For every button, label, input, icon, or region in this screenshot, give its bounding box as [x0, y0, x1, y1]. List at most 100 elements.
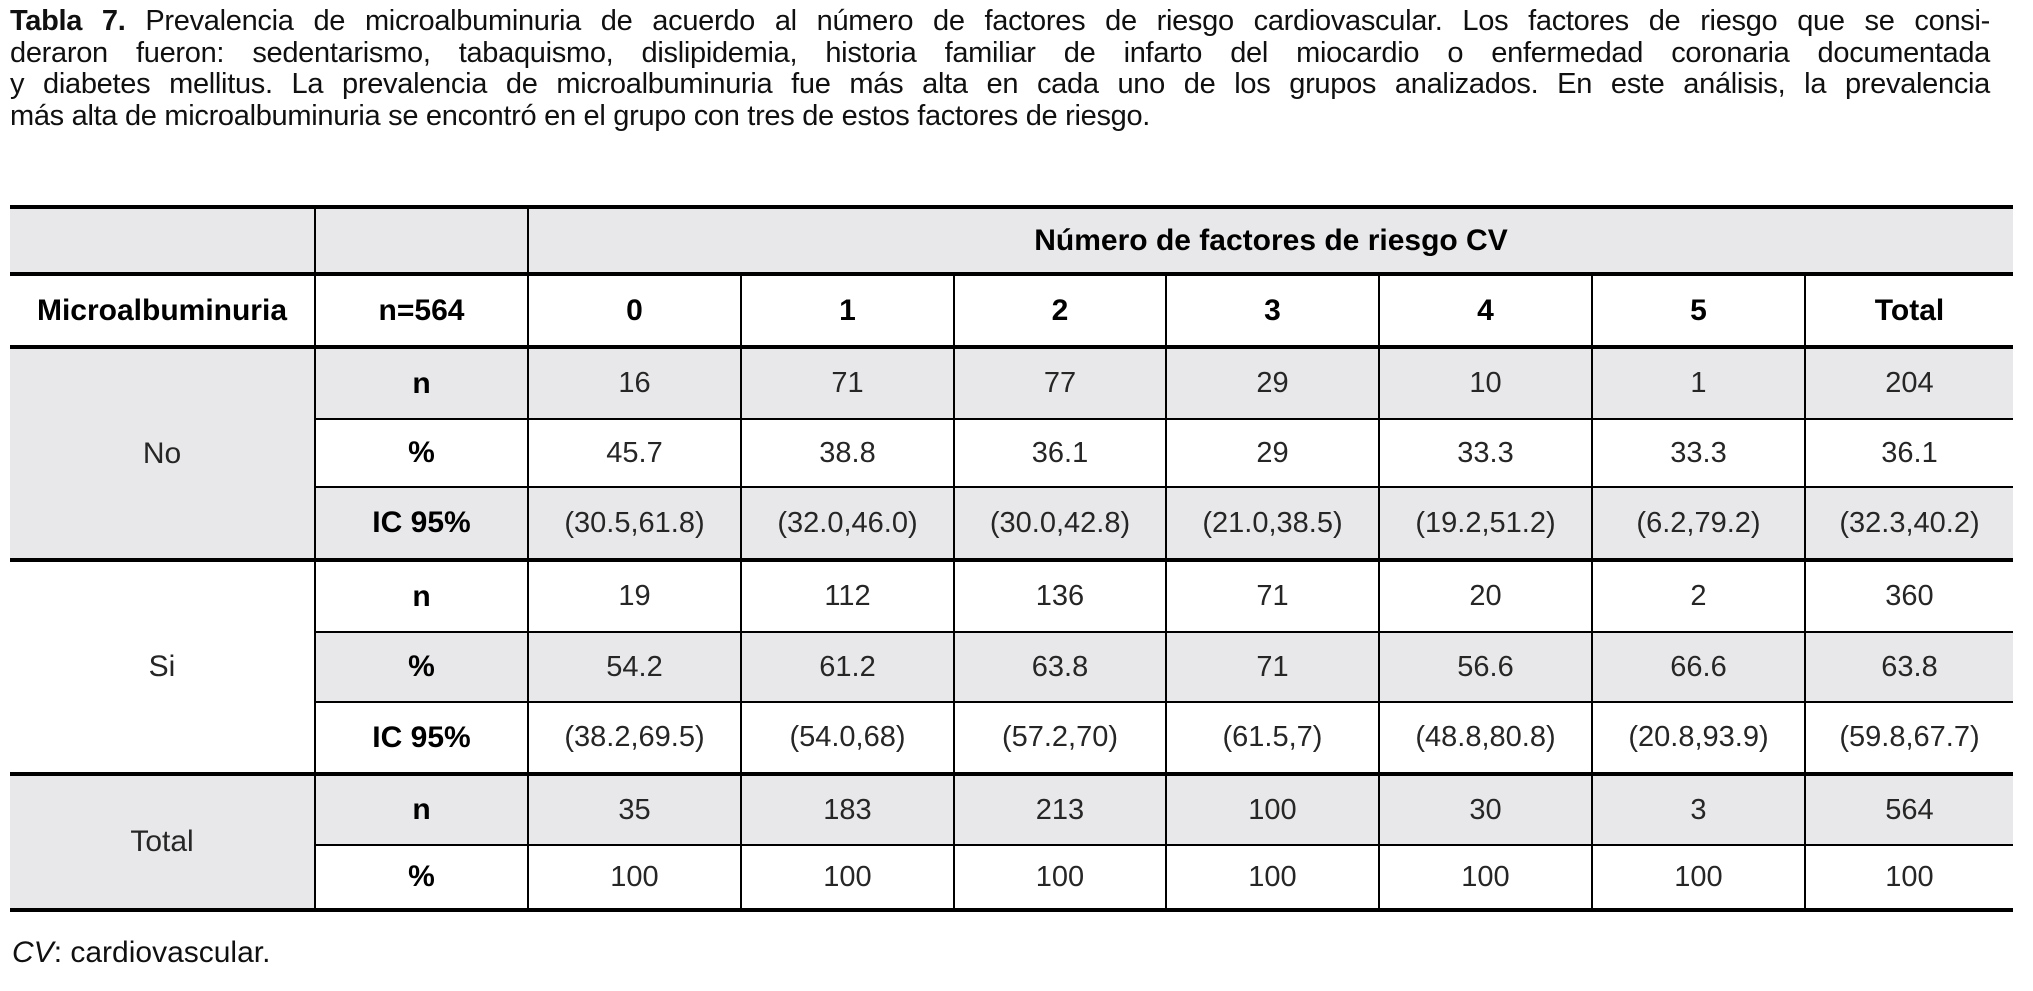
data-cell: 33.3 [1378, 419, 1592, 488]
data-cell: (38.2,69.5) [527, 702, 741, 776]
stat-label: n [314, 560, 528, 633]
row-group-label-no: No [10, 347, 315, 562]
data-cell: 29 [1165, 419, 1379, 488]
data-cell: 100 [1804, 845, 2013, 910]
data-cell: (61.5,7) [1165, 702, 1379, 776]
table-row-si-pct: % 54.2 61.2 63.8 71 56.6 66.6 63.8 [10, 632, 2013, 703]
col-header-2: 2 [953, 274, 1166, 349]
footnote-text: : cardiovascular. [53, 936, 271, 969]
table-row-si-n: Si n 19 112 136 71 20 2 360 [10, 560, 2013, 776]
data-cell: 100 [740, 845, 954, 910]
table-row-no-n: No n 16 71 77 29 10 1 204 [10, 347, 2013, 562]
span-header-cell: Número de factores de riesgo CV [527, 207, 2013, 276]
data-cell: 33.3 [1591, 419, 1805, 488]
table-row-no-pct: % 45.7 38.8 36.1 29 33.3 33.3 36.1 [10, 419, 2013, 488]
caption-line-1: Tabla 7. Prevalencia de microalbuminuria… [10, 5, 1990, 38]
table-footnote: CV: cardiovascular. [12, 936, 270, 970]
data-cell: 30 [1378, 774, 1592, 846]
data-cell: 45.7 [527, 419, 741, 488]
data-cell: 3 [1591, 774, 1805, 846]
row-group-label-total: Total [10, 774, 315, 911]
caption-line-2: deraron fueron: sedentarismo, tabaquismo… [10, 36, 1990, 69]
data-cell: 100 [953, 845, 1166, 910]
empty-cell [10, 207, 315, 276]
data-cell: 63.8 [953, 632, 1166, 703]
column-header-row: Microalbuminuria n=564 0 1 2 3 4 5 Total [10, 274, 2013, 349]
data-cell: 19 [527, 560, 741, 633]
data-cell: 71 [1165, 632, 1379, 703]
data-cell: (48.8,80.8) [1378, 702, 1592, 776]
col-header-5: 5 [1591, 274, 1805, 349]
data-cell: (21.0,38.5) [1165, 487, 1379, 562]
span-header-row: Número de factores de riesgo CV [10, 207, 2013, 276]
stat-label: % [314, 419, 528, 488]
data-cell: 63.8 [1804, 632, 2013, 703]
prevalence-table: Número de factores de riesgo CV Microalb… [10, 205, 2013, 912]
col-header-3: 3 [1165, 274, 1379, 349]
data-cell: (54.0,68) [740, 702, 954, 776]
data-cell: 36.1 [953, 419, 1166, 488]
data-cell: 183 [740, 774, 954, 846]
data-cell: 66.6 [1591, 632, 1805, 703]
stat-label: % [314, 632, 528, 703]
data-cell: (6.2,79.2) [1591, 487, 1805, 562]
data-cell: 1 [1591, 347, 1805, 420]
data-cell: 100 [1378, 845, 1592, 910]
data-cell: 100 [1165, 845, 1379, 910]
stat-label: IC 95% [314, 702, 528, 776]
data-cell: 204 [1804, 347, 2013, 420]
table-row-total-pct: % 100 100 100 100 100 100 100 [10, 845, 2013, 910]
col-header-4: 4 [1378, 274, 1592, 349]
data-cell: 20 [1378, 560, 1592, 633]
data-cell: 16 [527, 347, 741, 420]
empty-cell [314, 207, 528, 276]
data-cell: 38.8 [740, 419, 954, 488]
data-cell: 77 [953, 347, 1166, 420]
data-cell: 71 [740, 347, 954, 420]
data-cell: 360 [1804, 560, 2013, 633]
data-cell: 100 [1165, 774, 1379, 846]
data-cell: (32.3,40.2) [1804, 487, 2013, 562]
data-cell: (59.8,67.7) [1804, 702, 2013, 776]
data-cell: 61.2 [740, 632, 954, 703]
caption-text-1: Prevalencia de microalbuminuria de acuer… [145, 5, 1990, 37]
data-cell: (19.2,51.2) [1378, 487, 1592, 562]
data-cell: 36.1 [1804, 419, 2013, 488]
col-header-1: 1 [740, 274, 954, 349]
data-cell: 35 [527, 774, 741, 846]
data-cell: 213 [953, 774, 1166, 846]
table-caption: Tabla 7. Prevalencia de microalbuminuria… [10, 5, 1990, 132]
footnote-abbreviation: CV [12, 936, 54, 969]
table-row-no-ic: IC 95% (30.5,61.8) (32.0,46.0) (30.0,42.… [10, 487, 2013, 562]
data-cell: 56.6 [1378, 632, 1592, 703]
stat-label: % [314, 845, 528, 910]
data-cell: 2 [1591, 560, 1805, 633]
data-cell: 54.2 [527, 632, 741, 703]
data-cell: (30.5,61.8) [527, 487, 741, 562]
data-cell: 564 [1804, 774, 2013, 846]
caption-line-3: y diabetes mellitus. La prevalencia de m… [10, 68, 1990, 100]
data-cell: 136 [953, 560, 1166, 633]
data-cell: (57.2,70) [953, 702, 1166, 776]
data-cell: (20.8,93.9) [1591, 702, 1805, 776]
row-group-label-si: Si [10, 560, 315, 776]
data-cell: (32.0,46.0) [740, 487, 954, 562]
data-cell: 100 [1591, 845, 1805, 910]
table-row-si-ic: IC 95% (38.2,69.5) (54.0,68) (57.2,70) (… [10, 702, 2013, 776]
data-cell: 112 [740, 560, 954, 633]
col-header-0: 0 [527, 274, 741, 349]
data-cell: 29 [1165, 347, 1379, 420]
caption-table-number: Tabla 7. [10, 5, 126, 37]
data-cell: 100 [527, 845, 741, 910]
data-cell: (30.0,42.8) [953, 487, 1166, 562]
col-header-n564: n=564 [314, 274, 528, 349]
stat-label: n [314, 774, 528, 846]
table-row-total-n: Total n 35 183 213 100 30 3 564 [10, 774, 2013, 911]
stat-label: IC 95% [314, 487, 528, 562]
caption-line-4: más alta de microalbuminuria se encontró… [10, 99, 1151, 132]
stat-label: n [314, 347, 528, 420]
data-cell: 10 [1378, 347, 1592, 420]
data-cell: 71 [1165, 560, 1379, 633]
col-header-microalbuminuria: Microalbuminuria [10, 274, 315, 349]
